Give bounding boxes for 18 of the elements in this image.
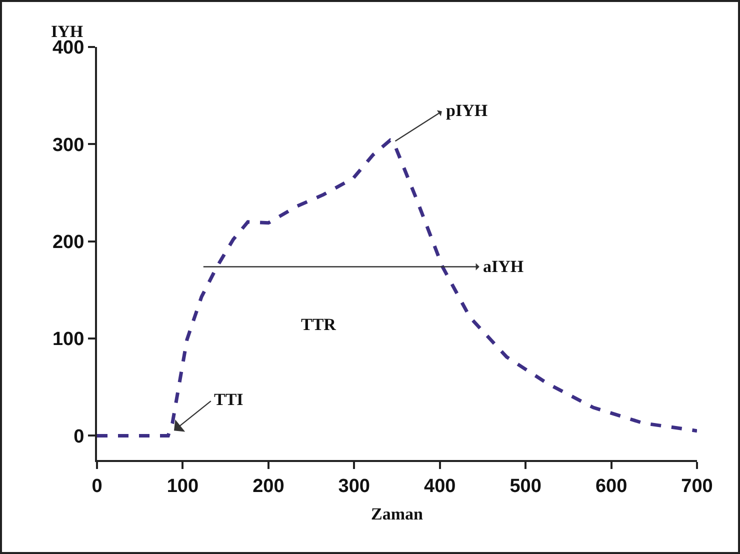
x-tick-label: 400: [424, 476, 456, 497]
y-tick-label: 300: [52, 134, 84, 156]
y-tick-label: 200: [52, 232, 84, 253]
line-series: [97, 138, 697, 438]
annotation: pIYH: [446, 101, 488, 120]
annotation: aIYH: [483, 257, 524, 276]
y-tick-label: 0: [74, 426, 84, 448]
x-tick-label: 200: [252, 476, 284, 497]
x-tick-label: 0: [92, 476, 102, 497]
x-tick-label: 100: [166, 476, 199, 497]
annotation: TTR: [301, 315, 337, 334]
x-axis-title: Zaman: [371, 504, 424, 524]
x-tick-label: 700: [681, 476, 713, 497]
x-tick-label: 600: [595, 476, 628, 497]
y-tick-label: 100: [52, 329, 84, 350]
x-tick-label: 300: [338, 476, 370, 497]
x-tick-label: 500: [510, 476, 542, 497]
annotation: TTI: [214, 390, 244, 409]
